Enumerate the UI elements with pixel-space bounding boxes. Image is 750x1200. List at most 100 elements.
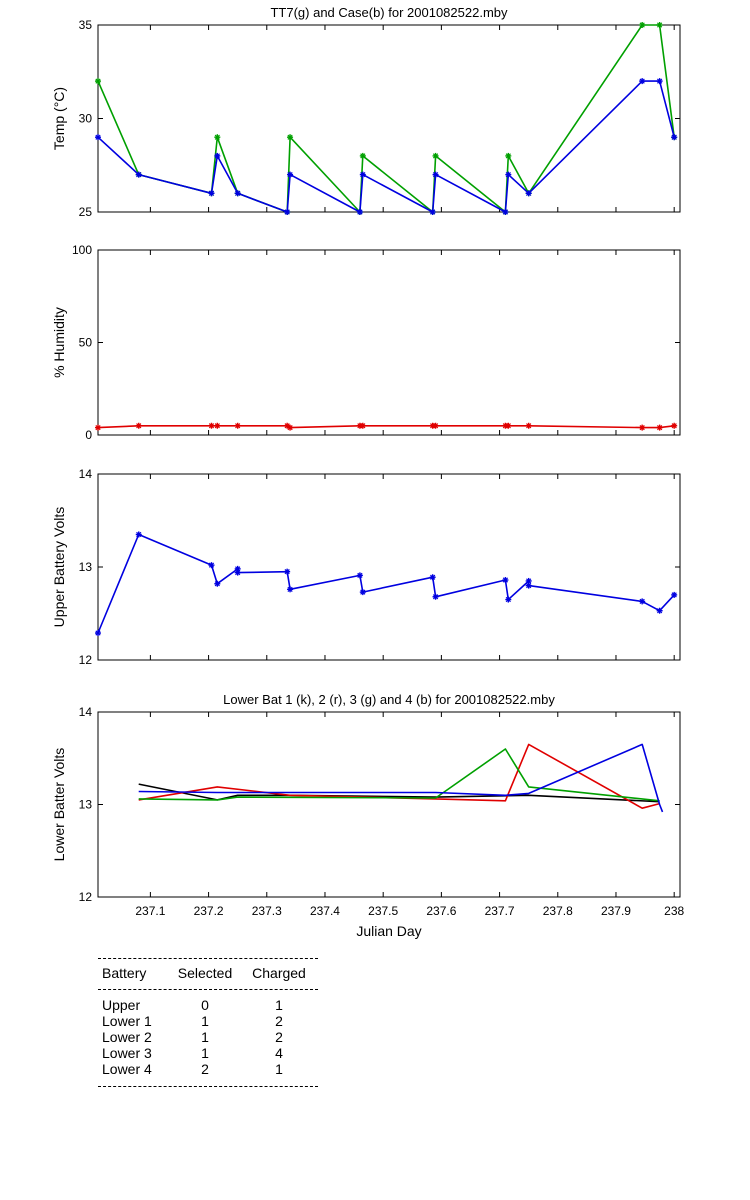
data-point-mark [357, 572, 363, 578]
cell-charged: 4 [275, 1045, 283, 1061]
data-point [95, 134, 101, 141]
plot-frame [97, 473, 681, 661]
data-point-mark [505, 423, 511, 429]
data-point [429, 574, 436, 581]
data-point-mark [235, 423, 241, 429]
data-point-mark [95, 424, 101, 431]
data-point-mark [657, 78, 663, 84]
data-point-mark [284, 209, 290, 215]
data-point [287, 586, 294, 593]
x-axis-label: Julian Day [356, 923, 421, 939]
data-point [135, 422, 142, 429]
data-point-mark [214, 153, 220, 159]
data-point-mark [136, 423, 142, 429]
data-point [214, 152, 221, 159]
y-axis-label: Temp (°C) [51, 87, 67, 150]
data-point-mark [287, 586, 293, 592]
header-battery: Battery [102, 965, 147, 981]
data-point [208, 422, 215, 429]
data-point-mark [136, 171, 142, 178]
data-point [656, 607, 663, 614]
series-line-humidity [97, 424, 675, 429]
data-point [639, 424, 646, 431]
data-point [656, 424, 663, 431]
data-point [671, 134, 678, 141]
cell-selected: 1 [201, 1013, 209, 1029]
data-point-mark [214, 581, 220, 587]
cell-battery: Upper [102, 997, 141, 1013]
data-point-mark [432, 423, 439, 429]
battery-table: Battery Selected Charged Upper 0 1 Lower… [98, 958, 318, 1087]
data-point-mark [284, 569, 290, 575]
cell-selected: 2 [201, 1061, 209, 1077]
data-point [432, 593, 439, 600]
data-point-mark [671, 134, 677, 140]
data-point [208, 562, 215, 569]
data-point-mark [505, 153, 511, 159]
data-point [234, 569, 241, 576]
data-point [359, 152, 366, 159]
data-point [505, 596, 512, 603]
x-tick-label: 237.5 [368, 904, 398, 918]
data-point [502, 209, 509, 215]
data-point-mark [657, 608, 663, 614]
data-point [287, 171, 294, 178]
data-point [214, 134, 221, 141]
cell-selected: 1 [201, 1029, 209, 1045]
cell-selected: 1 [201, 1045, 209, 1061]
table-header-rule [98, 989, 318, 990]
data-point-mark [360, 423, 366, 429]
data-point [208, 190, 215, 197]
data-point-mark [432, 153, 439, 159]
data-point [671, 591, 678, 598]
data-point-mark [639, 78, 645, 84]
data-point [505, 152, 512, 159]
data-point [359, 422, 366, 429]
data-point [525, 190, 532, 197]
y-tick-label: 100 [72, 243, 92, 257]
y-tick-label: 13 [79, 798, 93, 812]
header-selected: Selected [177, 965, 233, 981]
data-point-mark [95, 630, 101, 636]
y-tick-label: 50 [79, 336, 93, 350]
data-point [356, 572, 363, 579]
table-header-row: Battery Selected Charged [98, 965, 318, 981]
data-point [287, 134, 294, 141]
data-point [639, 22, 646, 28]
cell-battery: Lower 1 [102, 1013, 152, 1029]
data-point [525, 422, 532, 429]
data-point-mark [526, 578, 532, 584]
data-point-mark [214, 134, 220, 140]
data-point [639, 598, 646, 605]
plot-frame [97, 711, 681, 898]
data-point-mark [360, 153, 366, 159]
data-point [95, 78, 101, 85]
data-point [214, 580, 221, 587]
data-point-mark [526, 423, 532, 429]
x-tick-label: 238 [664, 904, 684, 918]
x-tick-label: 237.2 [194, 904, 224, 918]
y-tick-label: 13 [79, 560, 93, 574]
data-point [432, 422, 439, 429]
table-body: Upper 0 1 Lower 1 1 2 Lower 2 1 2 Lower … [98, 997, 318, 1077]
data-point [284, 209, 291, 215]
data-point-mark [502, 577, 509, 583]
data-point-mark [657, 424, 663, 431]
data-point-mark [136, 531, 142, 538]
y-tick-label: 14 [79, 705, 93, 719]
data-point [656, 78, 663, 85]
data-point-mark [657, 22, 663, 28]
cell-battery: Lower 3 [102, 1045, 152, 1061]
data-point-mark [639, 598, 645, 605]
data-point-mark [95, 134, 101, 140]
data-point-mark [502, 209, 509, 215]
cell-charged: 2 [275, 1013, 283, 1029]
series-line-case [97, 80, 675, 213]
data-point [135, 531, 142, 538]
x-tick-label: 237.1 [135, 904, 165, 918]
data-point [214, 422, 221, 429]
plot-frame [97, 24, 681, 213]
data-point [135, 171, 142, 178]
cell-battery: Lower 2 [102, 1029, 152, 1045]
x-tick-label: 237.4 [310, 904, 340, 918]
